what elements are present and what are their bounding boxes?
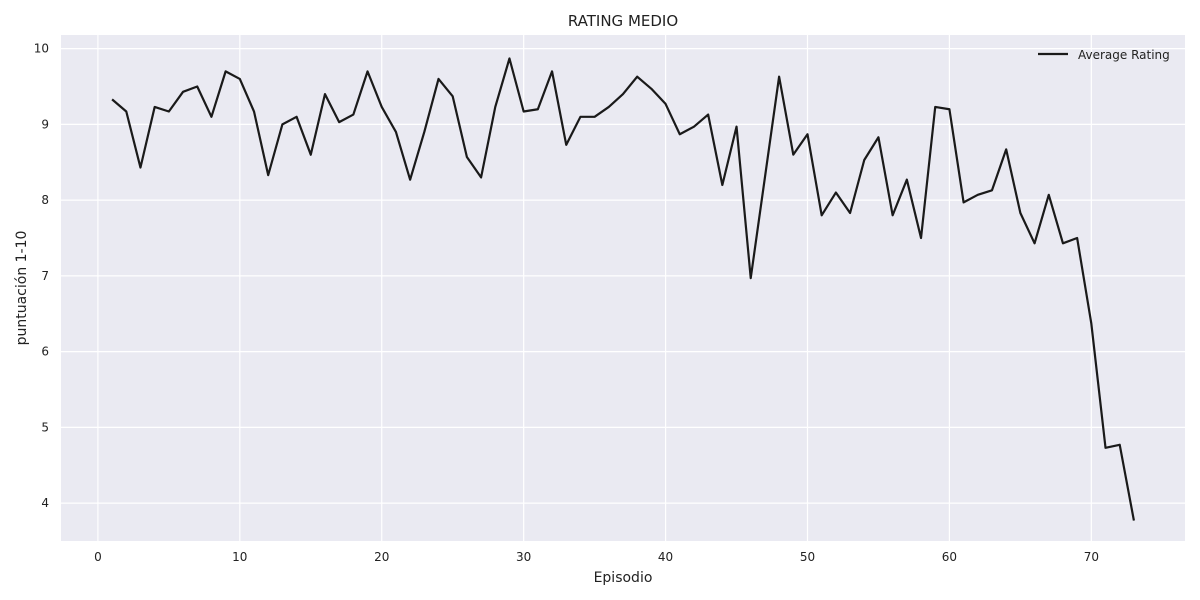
- y-tick-label: 4: [41, 496, 49, 510]
- y-tick-label: 9: [41, 117, 49, 131]
- x-tick-label: 10: [232, 550, 247, 564]
- y-tick-label: 8: [41, 193, 49, 207]
- y-tick-label: 6: [41, 345, 49, 359]
- x-tick-label: 70: [1084, 550, 1099, 564]
- y-tick-label: 5: [41, 420, 49, 434]
- x-tick-label: 50: [800, 550, 815, 564]
- y-tick-label: 7: [41, 269, 49, 283]
- x-tick-label: 40: [658, 550, 673, 564]
- x-tick-label: 20: [374, 550, 389, 564]
- grid-lines: [61, 35, 1185, 541]
- x-tick-label: 60: [942, 550, 957, 564]
- chart-title: RATING MEDIO: [568, 12, 678, 30]
- x-tick-label: 0: [94, 550, 102, 564]
- legend: Average Rating: [1038, 48, 1170, 62]
- x-tick-label: 30: [516, 550, 531, 564]
- y-tick-label: 10: [34, 42, 49, 56]
- series-layer: [111, 57, 1135, 521]
- legend-label-average-rating: Average Rating: [1078, 48, 1170, 62]
- plot-background: [61, 35, 1185, 541]
- tick-labels: 0 10 20 30 40 50 60 70 4 5 6 7 8 9 10: [34, 42, 1099, 564]
- series-line-average-rating: [111, 57, 1135, 521]
- x-axis-label: Episodio: [594, 570, 653, 586]
- y-axis-label: puntuación 1-10: [14, 231, 30, 346]
